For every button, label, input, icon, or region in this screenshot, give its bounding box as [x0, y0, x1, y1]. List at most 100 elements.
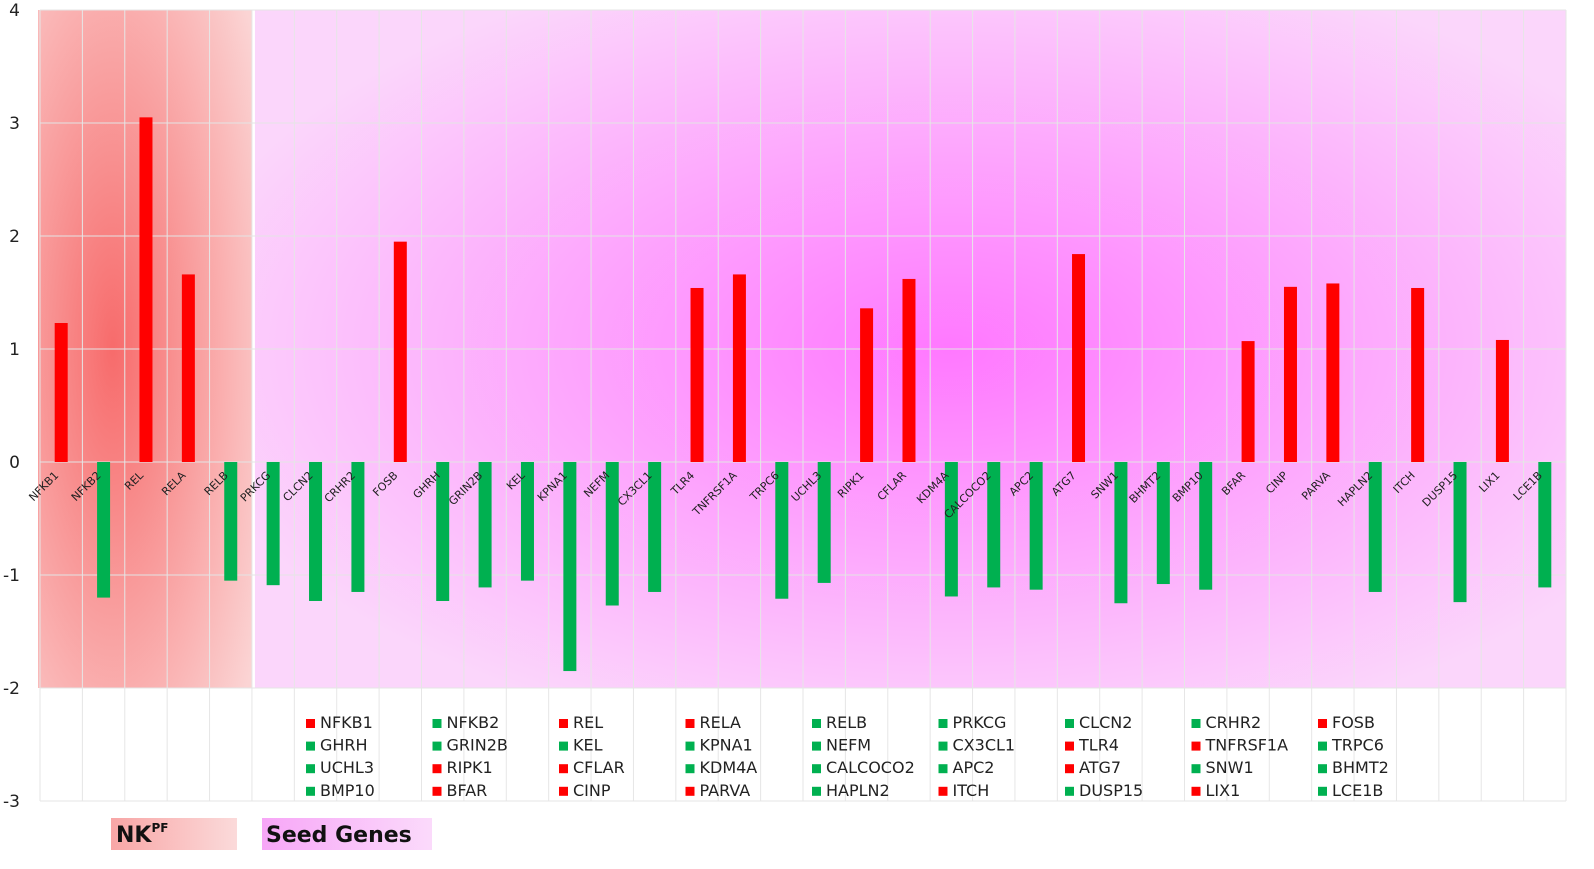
legend-swatch	[306, 764, 315, 774]
bar-tlr4	[690, 287, 704, 462]
legend-swatch	[1318, 719, 1327, 728]
legend-swatch	[1065, 786, 1074, 796]
legend-swatch	[559, 786, 568, 796]
legend-label: APC2	[953, 758, 995, 777]
bar-kel	[520, 462, 534, 581]
bar-ripk1	[860, 308, 874, 462]
legend-label: TNFRSF1A	[1205, 736, 1289, 755]
bar-bmp10	[1199, 462, 1213, 590]
region-tag-seed-genes: Seed Genes	[266, 823, 412, 848]
bar-rel	[139, 117, 153, 462]
bar-fosb	[393, 241, 407, 462]
legend-label: TRPC6	[1331, 736, 1384, 755]
y-tick-label: -3	[3, 792, 20, 812]
legend-label: TLR4	[1078, 736, 1119, 755]
legend-label: LCE1B	[1332, 781, 1383, 800]
y-tick-label: 0	[9, 453, 20, 473]
bar-lix1	[1495, 339, 1509, 462]
legend-swatch	[306, 719, 315, 728]
legend-swatch	[1065, 764, 1074, 774]
legend-label: NFKB2	[447, 713, 500, 732]
legend-label: KDM4A	[700, 758, 758, 777]
bar-clcn2	[309, 462, 323, 601]
legend-swatch	[559, 741, 568, 751]
region-tag-nkpf-box	[111, 818, 237, 850]
legend-swatch	[1191, 764, 1201, 774]
legend-swatch	[938, 719, 948, 728]
legend-label: PRKCG	[953, 713, 1007, 732]
legend-label: ITCH	[953, 781, 990, 800]
legend-label: CFLAR	[573, 758, 625, 777]
bar-cx3cl1	[648, 462, 662, 592]
legend-swatch	[938, 786, 948, 796]
bar-prkcg	[266, 462, 280, 586]
legend-label: GHRH	[320, 736, 368, 755]
y-tick-label: -2	[3, 679, 20, 699]
legend-label: SNW1	[1206, 758, 1254, 777]
legend-label: KPNA1	[700, 736, 753, 755]
legend-swatch	[306, 741, 315, 751]
y-tick-label: 3	[9, 114, 20, 134]
legend-label: FOSB	[1332, 713, 1375, 732]
legend-label: CALCOCO2	[826, 758, 915, 777]
bar-nefm	[605, 462, 619, 606]
legend-swatch	[1191, 786, 1201, 796]
bar-dusp15	[1453, 462, 1467, 603]
bar-nfkb2	[97, 462, 111, 598]
legend-swatch	[812, 786, 821, 796]
legend-label: CX3CL1	[953, 736, 1016, 755]
bar-ghrh	[436, 462, 450, 601]
legend-swatch	[1191, 741, 1201, 751]
legend-label: GRIN2B	[447, 736, 508, 755]
region-tag-seed-box	[262, 818, 432, 850]
legend-swatch	[1191, 719, 1201, 728]
legend-label: DUSP15	[1079, 781, 1143, 800]
legend-label: BFAR	[447, 781, 488, 800]
bar-cflar	[902, 278, 916, 462]
legend-label: HAPLN2	[826, 781, 890, 800]
legend-label: KEL	[573, 736, 603, 755]
y-tick-label: 4	[9, 1, 20, 21]
legend-swatch	[812, 719, 821, 728]
bar-lce1b	[1538, 462, 1552, 588]
bar-snw1	[1114, 462, 1128, 604]
legend-label: UCHL3	[320, 758, 374, 777]
bar-rela	[181, 274, 195, 462]
bar-apc2	[1029, 462, 1043, 590]
legend-swatch	[1318, 786, 1327, 796]
region-tag-nkpf: NKPF	[116, 821, 168, 848]
bar-cinp	[1283, 286, 1297, 462]
legend-label: NEFM	[826, 736, 871, 755]
legend-label: RELB	[826, 713, 867, 732]
bar-trpc6	[775, 462, 789, 599]
bar-hapln2	[1368, 462, 1382, 592]
legend-swatch	[1318, 741, 1327, 751]
legend-swatch	[812, 764, 821, 774]
legend-label: RELA	[700, 713, 742, 732]
legend-label: CINP	[573, 781, 611, 800]
y-tick-label: 1	[9, 340, 20, 360]
legend-label: LIX1	[1206, 781, 1241, 800]
y-tick-label: -1	[3, 566, 20, 586]
legend-swatch	[432, 719, 442, 728]
bar-kpna1	[563, 462, 577, 672]
bar-calcoco2	[987, 462, 1001, 588]
legend-label: BMP10	[320, 781, 375, 800]
legend-label: ATG7	[1079, 758, 1121, 777]
legend-swatch	[812, 741, 821, 751]
legend-swatch	[1065, 741, 1074, 751]
legend-swatch	[685, 764, 695, 774]
bar-bhmt2	[1156, 462, 1170, 585]
legend-swatch	[432, 741, 442, 751]
bar-tnfrsf1a	[732, 274, 746, 462]
legend-swatch	[559, 764, 568, 774]
legend-swatch	[1318, 764, 1327, 774]
bar-crhr2	[351, 462, 365, 592]
legend-swatch	[432, 764, 442, 774]
legend-label: REL	[573, 713, 603, 732]
legend-label: NFKB1	[320, 713, 373, 732]
legend-swatch	[432, 786, 442, 796]
bar-atg7	[1072, 254, 1086, 462]
legend-label: BHMT2	[1332, 758, 1389, 777]
